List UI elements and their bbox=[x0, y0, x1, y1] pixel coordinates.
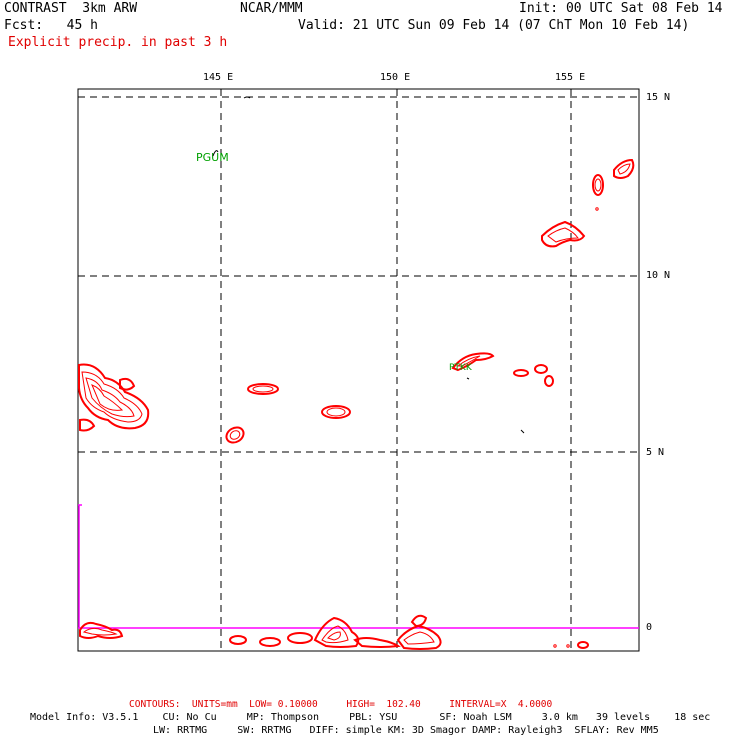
station-pgum: PGUM bbox=[196, 151, 229, 164]
lon-label-155e: 155 E bbox=[555, 72, 586, 83]
forecast-hour: Fcst: 45 h bbox=[4, 18, 98, 33]
organization: NCAR/MMM bbox=[240, 1, 303, 16]
field-title: Explicit precip. in past 3 h bbox=[8, 35, 228, 50]
map-frame bbox=[77, 88, 640, 652]
lat-label-15n: 15 N bbox=[646, 92, 671, 103]
init-time: Init: 00 UTC Sat 08 Feb 14 bbox=[519, 1, 723, 16]
station-ptkk: PTKK bbox=[449, 363, 473, 373]
lat-label-10n: 10 N bbox=[646, 270, 671, 281]
lon-label-150e: 150 E bbox=[380, 72, 411, 83]
island-mark-3 bbox=[466, 377, 470, 380]
island-mark bbox=[243, 96, 251, 99]
lon-label-145e: 145 E bbox=[203, 72, 234, 83]
model-info-line1: Model Info: V3.5.1 CU: No Cu MP: Thompso… bbox=[30, 712, 711, 723]
model-title: CONTRAST 3km ARW bbox=[4, 1, 138, 16]
precip-contours bbox=[78, 158, 635, 650]
island-mark-2 bbox=[520, 429, 525, 434]
valid-time: Valid: 21 UTC Sun 09 Feb 14 (07 ChT Mon … bbox=[298, 18, 690, 33]
model-info-line2: LW: RRTMG SW: RRTMG DIFF: simple KM: 3D … bbox=[153, 725, 659, 736]
graticule bbox=[78, 89, 639, 651]
lat-label-equator: 0 bbox=[646, 622, 653, 633]
contour-info: CONTOURS: UNITS=mm LOW= 0.10000 HIGH= 10… bbox=[129, 699, 553, 710]
lat-label-5n: 5 N bbox=[646, 447, 665, 458]
